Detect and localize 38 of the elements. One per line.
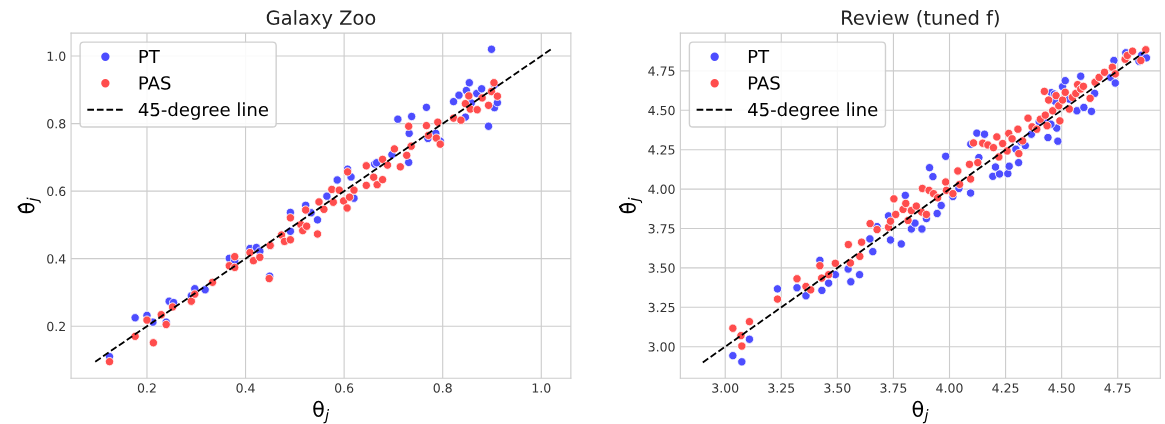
x-tick-label: 3.00 [712,383,739,393]
x-tick-label: 0.8 [433,383,452,393]
chart-title: Review (tuned f) [842,9,999,28]
y-tick-label: 3.50 [648,263,675,273]
chart-title: Galaxy Zoo [266,9,376,29]
y-axis-title: θ̂$_{j}$ [17,197,41,214]
y-tick-label: 3.75 [648,223,675,234]
x-tick-label: 3.75 [880,383,907,393]
x-tick-label: 0.6 [335,383,354,393]
x-tick-label: 0.4 [236,383,255,393]
legend-label: PAS [748,76,780,90]
y-tick-label: 0.4 [47,254,66,264]
x-tick-label: 4.25 [992,383,1019,393]
y-tick-label: 0.8 [47,119,66,129]
y-tick-label: 4.00 [648,184,675,195]
x-tick-label: 0.2 [137,383,156,393]
legend-label: 45-degree line [748,102,878,120]
x-tick-label: 4.00 [936,383,963,393]
y-axis-title: θ̂$_{j}$ [618,197,643,214]
y-tick-label: 0.6 [47,186,66,197]
x-tick-label: 1.0 [532,383,551,393]
legend-label: PT [139,49,160,64]
y-tick-label: 4.50 [648,105,675,116]
y-tick-label: 3.25 [648,302,675,313]
x-tick-label: 4.50 [1048,383,1075,393]
x-axis-title: θ$_{j}$ [912,400,929,424]
x-tick-label: 3.50 [824,383,851,393]
legend-label: PAS [139,76,171,90]
y-tick-label: 4.75 [648,66,675,76]
x-tick-label: 3.25 [768,383,795,393]
y-tick-label: 4.25 [648,145,675,155]
y-tick-label: 3.00 [648,342,675,352]
x-tick-label: 4.75 [1104,383,1131,393]
legend-label: PT [748,49,770,64]
y-tick-label: 1.0 [47,51,66,61]
y-tick-label: 0.2 [47,321,65,332]
x-axis-title: θ$_{j}$ [313,400,330,424]
legend-label: 45-degree line [138,102,268,120]
